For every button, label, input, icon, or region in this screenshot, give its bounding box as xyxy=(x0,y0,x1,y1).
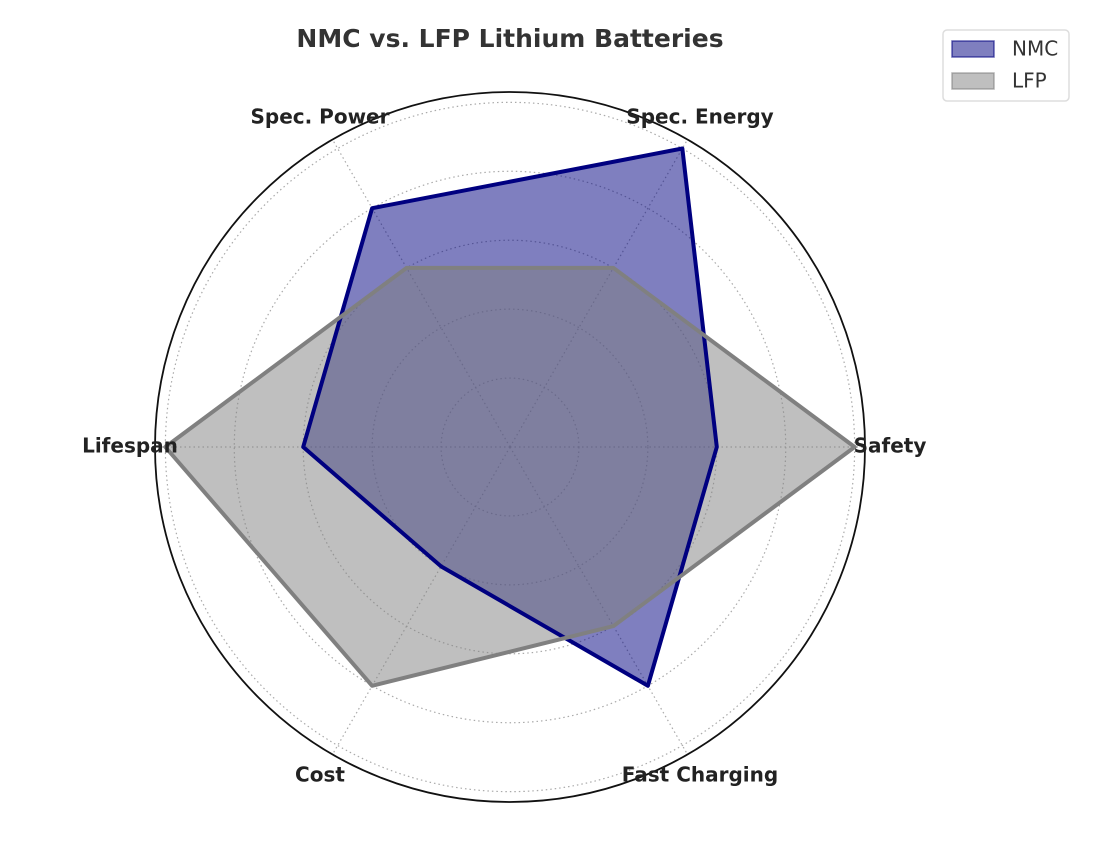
legend-label: NMC xyxy=(1012,37,1058,61)
category-label: Cost xyxy=(295,763,345,787)
chart-title: NMC vs. LFP Lithium Batteries xyxy=(296,24,723,53)
legend-label: LFP xyxy=(1012,69,1047,93)
category-label: Fast Charging xyxy=(622,763,778,787)
legend-swatch xyxy=(951,72,995,90)
outer-frame xyxy=(154,91,866,803)
series-area xyxy=(165,267,855,686)
series-line xyxy=(301,146,719,688)
legend: NMC LFP xyxy=(942,29,1070,102)
category-label: Safety xyxy=(854,434,927,458)
legend-swatch xyxy=(951,40,995,58)
category-label: Spec. Power xyxy=(250,104,389,128)
category-label: Lifespan xyxy=(82,434,178,458)
series-line xyxy=(163,265,857,688)
category-label: Spec. Energy xyxy=(626,104,773,128)
